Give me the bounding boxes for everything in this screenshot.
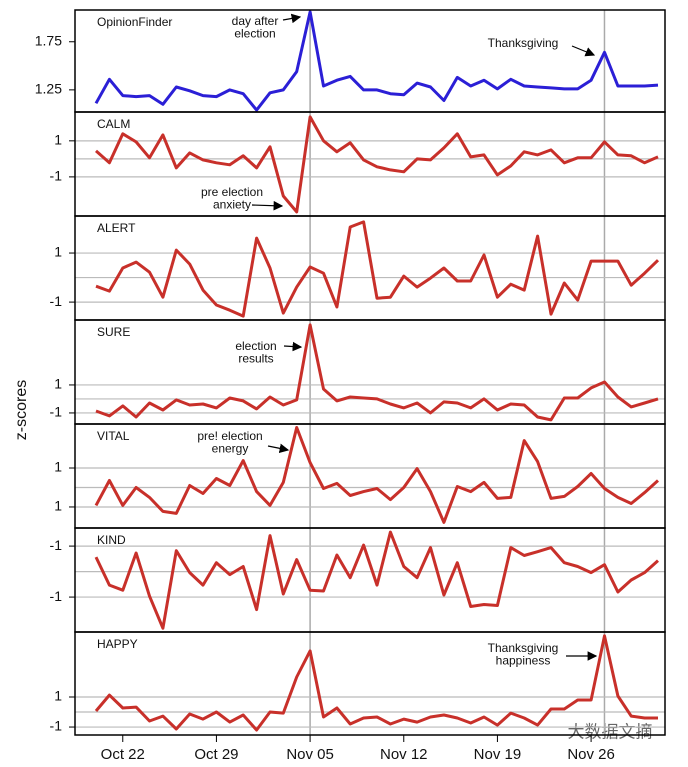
- y-tick-label: -1: [50, 404, 63, 420]
- y-tick-label: 1: [54, 244, 62, 260]
- y-tick-label: -1: [50, 718, 63, 734]
- series-line: [95, 115, 659, 214]
- panel-title: KIND: [97, 533, 126, 547]
- annotation-arrow: [267, 443, 290, 454]
- y-tick-label: -1: [50, 588, 63, 604]
- annotation: pre! election: [197, 429, 262, 443]
- x-tick-label: Nov 19: [474, 746, 522, 763]
- y-tick-label: 1: [54, 132, 62, 148]
- panel-frame: [74, 631, 666, 736]
- y-tick-label: 1: [54, 688, 62, 704]
- annotation: results: [238, 352, 273, 366]
- annotation: pre election: [201, 185, 263, 199]
- panel-title: ALERT: [97, 221, 136, 235]
- series-line: [94, 634, 658, 732]
- series-line: [95, 220, 660, 318]
- panel-frame: [74, 215, 666, 321]
- series-line: [94, 530, 660, 630]
- annotation: election: [234, 27, 275, 41]
- x-tick-label: Oct 29: [194, 746, 238, 763]
- y-tick-label: -1: [50, 168, 63, 184]
- y-tick-label: 1.25: [35, 81, 62, 97]
- x-tick-label: Nov 05: [286, 746, 334, 763]
- annotation-arrow: [282, 13, 302, 24]
- annotation: energy: [212, 442, 249, 456]
- x-tick-label: Nov 12: [380, 746, 428, 763]
- panel-title: HAPPY: [97, 637, 138, 651]
- y-tick-label: 1.75: [35, 32, 62, 48]
- annotation-arrow: [283, 341, 303, 352]
- y-tick-label: 1: [54, 376, 62, 392]
- y-tick-label: 1: [54, 498, 62, 514]
- x-tick-label: Nov 26: [567, 746, 615, 763]
- annotation-arrow: [251, 200, 284, 211]
- annotation: Thanksgiving: [488, 36, 559, 50]
- annotation: election: [235, 339, 276, 353]
- watermark: 大数据文摘: [568, 722, 653, 741]
- x-tick-label: Oct 22: [101, 746, 145, 763]
- panel-title: OpinionFinder: [97, 15, 172, 29]
- y-tick-label: -1: [50, 293, 63, 309]
- y-axis-label: z-scores: [13, 380, 30, 440]
- series-line: [94, 10, 659, 112]
- series-line: [94, 426, 660, 524]
- y-tick-label: 1: [54, 459, 62, 475]
- panel-title: CALM: [97, 117, 130, 131]
- annotation: happiness: [496, 654, 551, 668]
- series-line: [95, 323, 659, 422]
- y-tick-label: -1: [50, 537, 63, 553]
- panel-title: VITAL: [97, 429, 130, 443]
- annotation: anxiety: [213, 198, 251, 212]
- annotation: Thanksgiving: [488, 641, 559, 655]
- annotation: day after: [232, 14, 279, 28]
- panel-title: SURE: [97, 325, 130, 339]
- annotation-arrow: [571, 45, 596, 57]
